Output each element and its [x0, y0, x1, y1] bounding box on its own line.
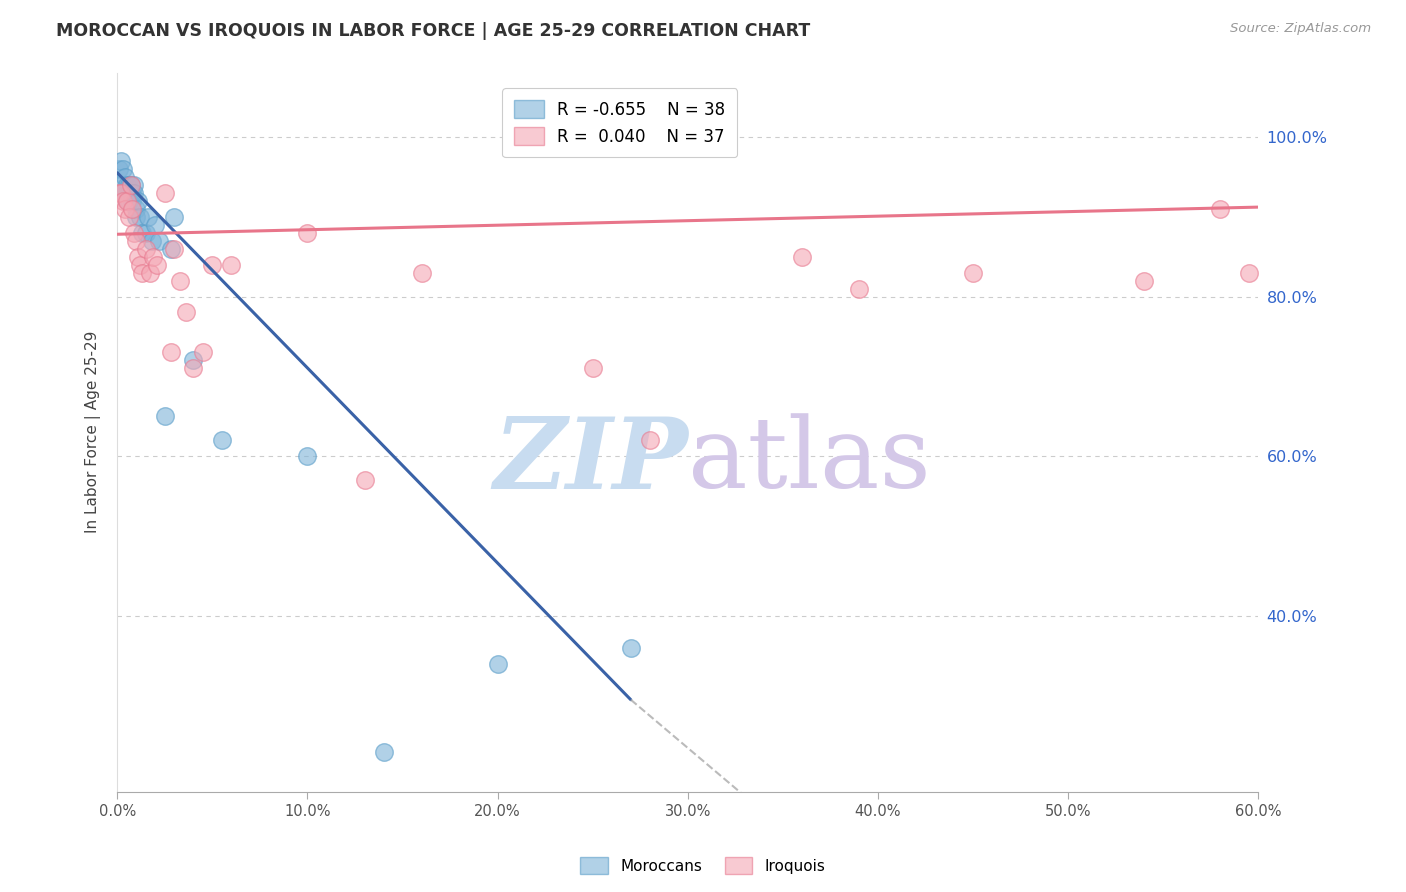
Legend: Moroccans, Iroquois: Moroccans, Iroquois — [574, 851, 832, 880]
Point — [118, 210, 141, 224]
Point — [114, 186, 136, 200]
Point — [141, 234, 163, 248]
Point — [118, 186, 141, 200]
Point — [191, 345, 214, 359]
Point — [121, 194, 143, 208]
Point — [114, 202, 136, 216]
Text: Source: ZipAtlas.com: Source: ZipAtlas.com — [1230, 22, 1371, 36]
Point — [183, 353, 205, 368]
Point — [146, 258, 169, 272]
Point — [127, 194, 149, 208]
Text: ZIP: ZIP — [494, 413, 688, 509]
Point — [159, 242, 181, 256]
Point — [121, 186, 143, 200]
Point — [120, 178, 142, 192]
Point — [125, 234, 148, 248]
Legend: R = -0.655    N = 38, R =  0.040    N = 37: R = -0.655 N = 38, R = 0.040 N = 37 — [502, 88, 737, 158]
Point — [111, 194, 134, 208]
Point — [138, 266, 160, 280]
Point — [136, 210, 159, 224]
Point — [115, 194, 138, 208]
Point — [1209, 202, 1232, 216]
Point — [135, 226, 157, 240]
Point — [115, 194, 138, 208]
Point — [163, 242, 186, 256]
Point — [373, 745, 395, 759]
Point — [221, 258, 243, 272]
Y-axis label: In Labor Force | Age 25-29: In Labor Force | Age 25-29 — [86, 331, 101, 533]
Point — [110, 153, 132, 168]
Point — [124, 226, 146, 240]
Text: atlas: atlas — [688, 413, 931, 509]
Point — [582, 361, 605, 376]
Point — [353, 473, 375, 487]
Point — [131, 266, 153, 280]
Point — [108, 161, 131, 176]
Point — [148, 234, 170, 248]
Point — [211, 434, 233, 448]
Point — [153, 409, 176, 424]
Point — [111, 161, 134, 176]
Point — [110, 186, 132, 200]
Point — [169, 274, 191, 288]
Point — [159, 345, 181, 359]
Text: MOROCCAN VS IROQUOIS IN LABOR FORCE | AGE 25-29 CORRELATION CHART: MOROCCAN VS IROQUOIS IN LABOR FORCE | AG… — [56, 22, 810, 40]
Point — [142, 250, 165, 264]
Point — [411, 266, 433, 280]
Point — [131, 226, 153, 240]
Point — [125, 210, 148, 224]
Point — [120, 186, 142, 200]
Point — [124, 186, 146, 200]
Point — [129, 258, 152, 272]
Point — [848, 281, 870, 295]
Point — [125, 202, 148, 216]
Point — [121, 202, 143, 216]
Point — [118, 178, 141, 192]
Point — [1133, 274, 1156, 288]
Point — [297, 449, 319, 463]
Point — [110, 178, 132, 192]
Point — [638, 434, 661, 448]
Point — [183, 361, 205, 376]
Point — [620, 640, 643, 655]
Point — [297, 226, 319, 240]
Point — [174, 305, 197, 319]
Point — [153, 186, 176, 200]
Point — [163, 210, 186, 224]
Point — [135, 242, 157, 256]
Point — [962, 266, 984, 280]
Point — [127, 250, 149, 264]
Point — [108, 186, 131, 200]
Point — [143, 218, 166, 232]
Point — [1237, 266, 1260, 280]
Point — [120, 178, 142, 192]
Point — [114, 169, 136, 184]
Point — [486, 657, 509, 671]
Point — [790, 250, 813, 264]
Point — [129, 210, 152, 224]
Point — [115, 178, 138, 192]
Point — [115, 186, 138, 200]
Point — [111, 186, 134, 200]
Point — [201, 258, 224, 272]
Point — [124, 178, 146, 192]
Point — [118, 194, 141, 208]
